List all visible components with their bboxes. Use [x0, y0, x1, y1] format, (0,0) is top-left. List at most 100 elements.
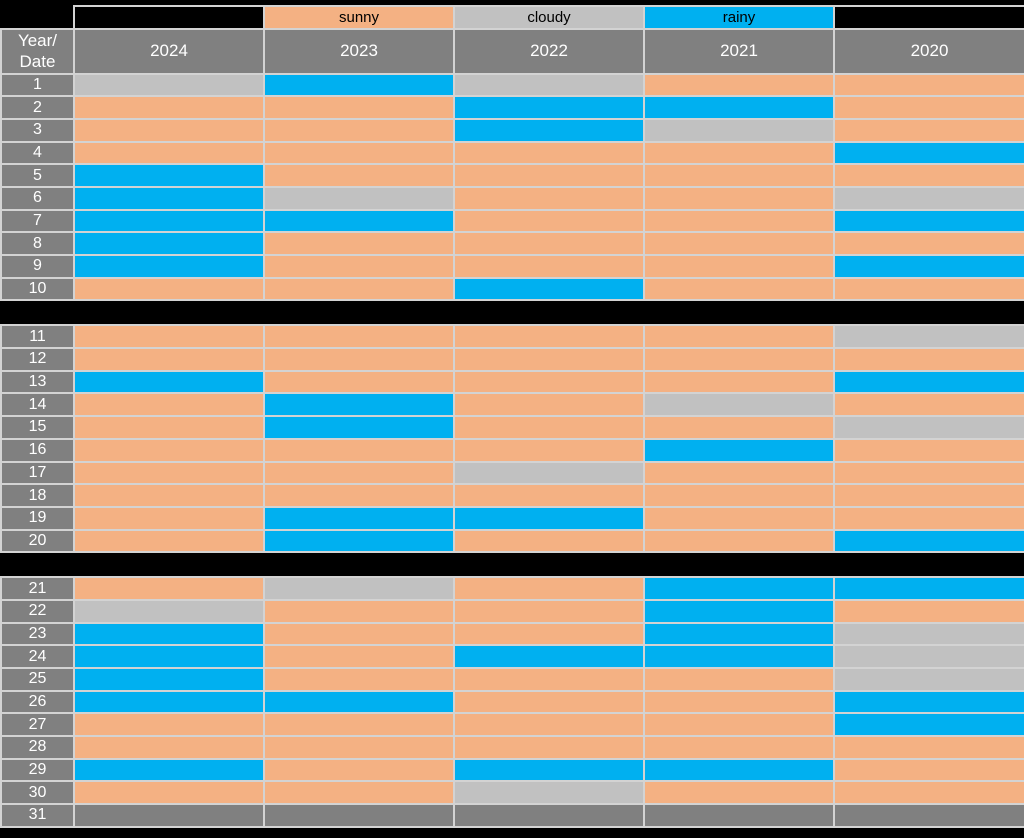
weather-cell-2024-2 [73, 95, 265, 120]
date-label-28: 28 [0, 735, 75, 760]
calendar-row-17: 17 [0, 460, 1024, 486]
calendar-row-20: 20 [0, 528, 1024, 554]
weather-cell-2021-10 [643, 276, 835, 302]
weather-cell-2024-21 [73, 576, 265, 601]
weather-cell-2022-14 [453, 392, 645, 418]
weather-cell-2021-17 [643, 460, 835, 486]
weather-cell-2020-23 [833, 621, 1024, 647]
weather-cell-2020-19 [833, 505, 1024, 531]
weather-cell-2022-6 [453, 185, 645, 211]
weather-cell-2022-29 [453, 757, 645, 783]
weather-cell-2021-28 [643, 735, 835, 760]
weather-cell-2021-3 [643, 117, 835, 143]
weather-cell-2022-18 [453, 483, 645, 508]
legend-row: sunny cloudy rainy [1, 5, 1024, 30]
year-header-2020: 2020 [833, 28, 1024, 75]
weather-cell-2023-26 [263, 689, 455, 715]
weather-cell-2022-13 [453, 369, 645, 395]
calendar-row-10: 10 [0, 276, 1024, 302]
weather-cell-2023-3 [263, 117, 455, 143]
weather-cell-2021-4 [643, 140, 835, 166]
weather-cell-2024-3 [73, 117, 265, 143]
legend-blank-swatch-right [833, 5, 1024, 30]
weather-cell-2024-7 [73, 208, 265, 234]
weather-cell-2022-3 [453, 117, 645, 143]
weather-cell-2023-4 [263, 140, 455, 166]
calendar-row-2: 2 [0, 95, 1024, 120]
weather-cell-2023-11 [263, 324, 455, 350]
date-label-22: 22 [0, 598, 75, 624]
calendar-row-19: 19 [0, 505, 1024, 531]
weather-cell-2022-31 [453, 803, 645, 828]
date-label-3: 3 [0, 117, 75, 143]
weather-cell-2022-30 [453, 780, 645, 806]
weather-cell-2024-6 [73, 185, 265, 211]
year-header-2023: 2023 [263, 28, 455, 75]
calendar-row-24: 24 [0, 644, 1024, 669]
weather-cell-2020-25 [833, 667, 1024, 692]
weather-cell-2024-9 [73, 254, 265, 279]
weather-cell-2020-16 [833, 437, 1024, 463]
year-header-2024: 2024 [73, 28, 265, 75]
legend-blank-swatch-left [73, 5, 265, 30]
weather-cell-2021-13 [643, 369, 835, 395]
weather-cell-2021-2 [643, 95, 835, 120]
weather-cell-2024-25 [73, 667, 265, 692]
date-label-6: 6 [0, 185, 75, 211]
weather-cell-2024-26 [73, 689, 265, 715]
calendar-row-12: 12 [0, 347, 1024, 372]
calendar-row-6: 6 [0, 185, 1024, 211]
date-label-30: 30 [0, 780, 75, 806]
date-label-25: 25 [0, 667, 75, 692]
weather-cell-2020-18 [833, 483, 1024, 508]
weather-cell-2020-13 [833, 369, 1024, 395]
calendar-row-30: 30 [0, 780, 1024, 806]
weather-cell-2022-7 [453, 208, 645, 234]
weather-cell-2020-9 [833, 254, 1024, 279]
weather-cell-2020-7 [833, 208, 1024, 234]
weather-cell-2024-29 [73, 757, 265, 783]
weather-cell-2024-28 [73, 735, 265, 760]
weather-cell-2021-5 [643, 163, 835, 188]
weather-cell-2021-25 [643, 667, 835, 692]
date-label-15: 15 [0, 415, 75, 440]
date-label-20: 20 [0, 528, 75, 554]
weather-cell-2021-7 [643, 208, 835, 234]
weather-cell-2021-16 [643, 437, 835, 463]
weather-cell-2024-27 [73, 712, 265, 738]
calendar-row-23: 23 [0, 621, 1024, 647]
weather-cell-2021-31 [643, 803, 835, 828]
weather-cell-2023-5 [263, 163, 455, 188]
corner-header-year-date: Year/ Date [0, 28, 75, 75]
weather-cell-2021-27 [643, 712, 835, 738]
weather-cell-2020-12 [833, 347, 1024, 372]
weather-cell-2022-25 [453, 667, 645, 692]
weather-cell-2024-5 [73, 163, 265, 188]
weather-cell-2022-15 [453, 415, 645, 440]
weather-cell-2023-19 [263, 505, 455, 531]
date-label-8: 8 [0, 231, 75, 256]
date-label-7: 7 [0, 208, 75, 234]
calendar-block-top: sunny cloudy rainy Year/ Date 2024 2023 … [0, 5, 1024, 302]
weather-cell-2023-12 [263, 347, 455, 372]
legend-corner-spacer [1, 6, 75, 29]
weather-cell-2023-23 [263, 621, 455, 647]
weather-cell-2022-21 [453, 576, 645, 601]
date-label-1: 1 [0, 72, 75, 98]
calendar-row-21: 21 [0, 576, 1024, 601]
date-label-19: 19 [0, 505, 75, 531]
weather-cell-2020-28 [833, 735, 1024, 760]
calendar-row-7: 7 [0, 208, 1024, 234]
calendar-block-bottom: 21 22 23 24 25 26 27 28 29 30 31 [0, 576, 1024, 828]
year-header-2021: 2021 [643, 28, 835, 75]
calendar-row-18: 18 [0, 483, 1024, 508]
weather-cell-2021-29 [643, 757, 835, 783]
weather-cell-2024-15 [73, 415, 265, 440]
weather-cell-2023-6 [263, 185, 455, 211]
weather-cell-2023-31 [263, 803, 455, 828]
weather-cell-2021-26 [643, 689, 835, 715]
calendar-row-15: 15 [0, 415, 1024, 440]
weather-cell-2020-31 [833, 803, 1024, 828]
calendar-row-29: 29 [0, 757, 1024, 783]
weather-cell-2021-19 [643, 505, 835, 531]
